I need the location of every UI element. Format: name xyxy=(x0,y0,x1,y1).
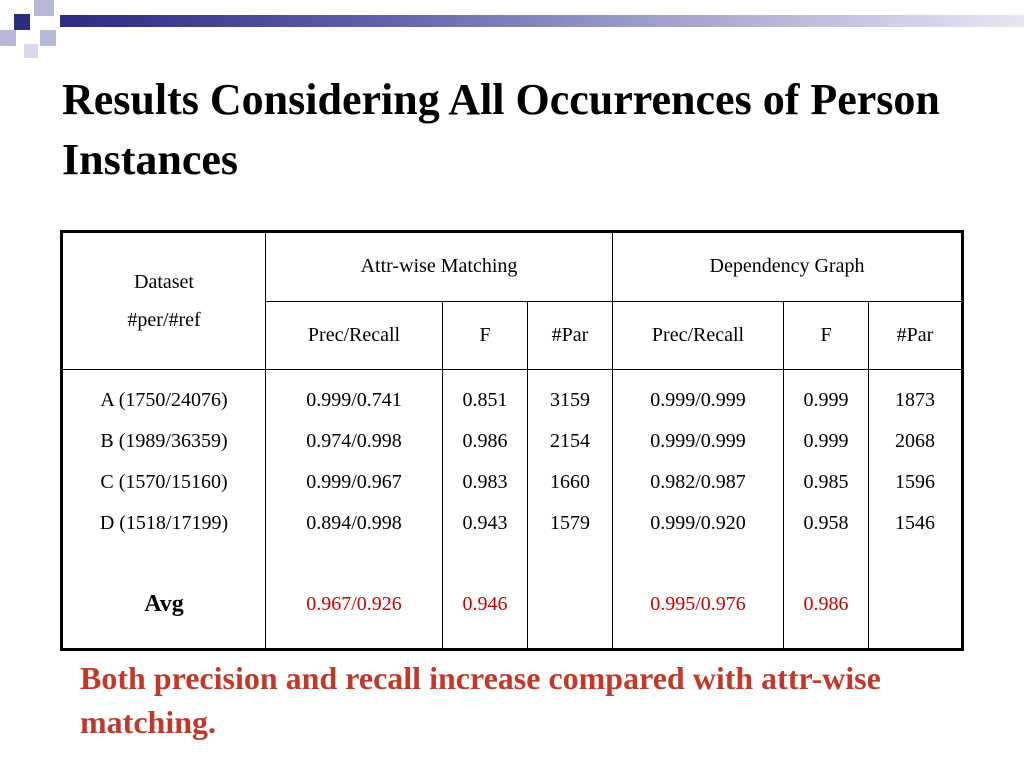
group-header-attr-wise: Attr-wise Matching xyxy=(265,231,613,302)
dep-prec-recall-column: 0.999/0.999 0.999/0.999 0.982/0.987 0.99… xyxy=(612,369,784,650)
avg-cell: 0.995/0.976 xyxy=(650,593,746,615)
subheader-f: F xyxy=(783,300,869,370)
dataset-header-cell: Dataset #per/#ref xyxy=(61,231,266,370)
attr-par-column: 3159 2154 1660 1579 xyxy=(527,369,613,650)
subheader-par: #Par xyxy=(527,300,613,370)
decoration-square xyxy=(34,0,54,16)
group-header-dependency-graph: Dependency Graph xyxy=(612,231,963,302)
table-cell: 0.986 xyxy=(462,430,508,452)
avg-cell: 0.967/0.926 xyxy=(306,593,402,615)
decoration-square xyxy=(0,30,16,46)
avg-cell: 0.946 xyxy=(462,593,508,615)
dataset-label: C (1570/15160) xyxy=(100,471,228,493)
table-cell: 0.999/0.999 xyxy=(650,389,746,411)
results-table: Dataset #per/#ref Attr-wise Matching Dep… xyxy=(60,230,964,651)
header-bar xyxy=(60,15,1024,27)
table-cell: 1596 xyxy=(895,471,935,493)
decoration-square xyxy=(14,14,30,30)
table-cell: 3159 xyxy=(550,389,590,411)
attr-f-column: 0.851 0.986 0.983 0.943 0.946 xyxy=(442,369,528,650)
subheader-f: F xyxy=(442,300,528,370)
table-cell: 0.943 xyxy=(462,512,508,534)
table-cell: 0.999 xyxy=(803,389,849,411)
table-cell: 0.985 xyxy=(803,471,849,493)
conclusion-note: Both precision and recall increase compa… xyxy=(80,660,881,740)
dep-f-column: 0.999 0.999 0.985 0.958 0.986 xyxy=(783,369,869,650)
table-cell: 0.999/0.920 xyxy=(650,512,746,534)
avg-cell xyxy=(528,584,612,625)
decoration-square xyxy=(24,44,38,58)
table-cell: 0.958 xyxy=(803,512,849,534)
slide-title: Results Considering All Occurrences of P… xyxy=(62,75,940,184)
table-cell: 0.999/0.999 xyxy=(650,430,746,452)
table-cell: 1546 xyxy=(895,512,935,534)
dataset-header-line2: #per/#ref xyxy=(127,309,201,331)
dep-par-column: 1873 2068 1596 1546 xyxy=(868,369,963,650)
subheader-prec-recall: Prec/Recall xyxy=(265,300,443,370)
dataset-label: D (1518/17199) xyxy=(99,512,229,534)
subheader-par: #Par xyxy=(868,300,963,370)
table-cell: 2154 xyxy=(550,430,590,452)
table-cell: 1660 xyxy=(550,471,590,493)
dataset-column: A (1750/24076) B (1989/36359) C (1570/15… xyxy=(61,369,266,650)
table-cell: 1579 xyxy=(550,512,590,534)
table-cell: 0.999/0.741 xyxy=(306,389,402,411)
table-cell: 0.983 xyxy=(462,471,508,493)
table-cell: 0.999/0.967 xyxy=(306,471,402,493)
table-cell: 0.894/0.998 xyxy=(306,512,402,534)
subheader-prec-recall: Prec/Recall xyxy=(612,300,784,370)
dataset-label: A (1750/24076) xyxy=(100,389,228,411)
table-cell: 2068 xyxy=(895,430,935,452)
table-cell: 0.974/0.998 xyxy=(306,430,402,452)
avg-cell xyxy=(869,584,961,625)
dataset-header-line1: Dataset xyxy=(134,271,194,293)
table-cell: 1873 xyxy=(895,389,935,411)
dataset-label: B (1989/36359) xyxy=(100,430,228,452)
table-cell: 0.999 xyxy=(803,430,849,452)
table-cell: 0.982/0.987 xyxy=(650,471,746,493)
table-cell: 0.851 xyxy=(462,389,508,411)
avg-cell: 0.986 xyxy=(803,593,849,615)
attr-prec-recall-column: 0.999/0.741 0.974/0.998 0.999/0.967 0.89… xyxy=(265,369,443,650)
decoration-square xyxy=(40,30,56,46)
avg-label: Avg xyxy=(144,591,184,617)
